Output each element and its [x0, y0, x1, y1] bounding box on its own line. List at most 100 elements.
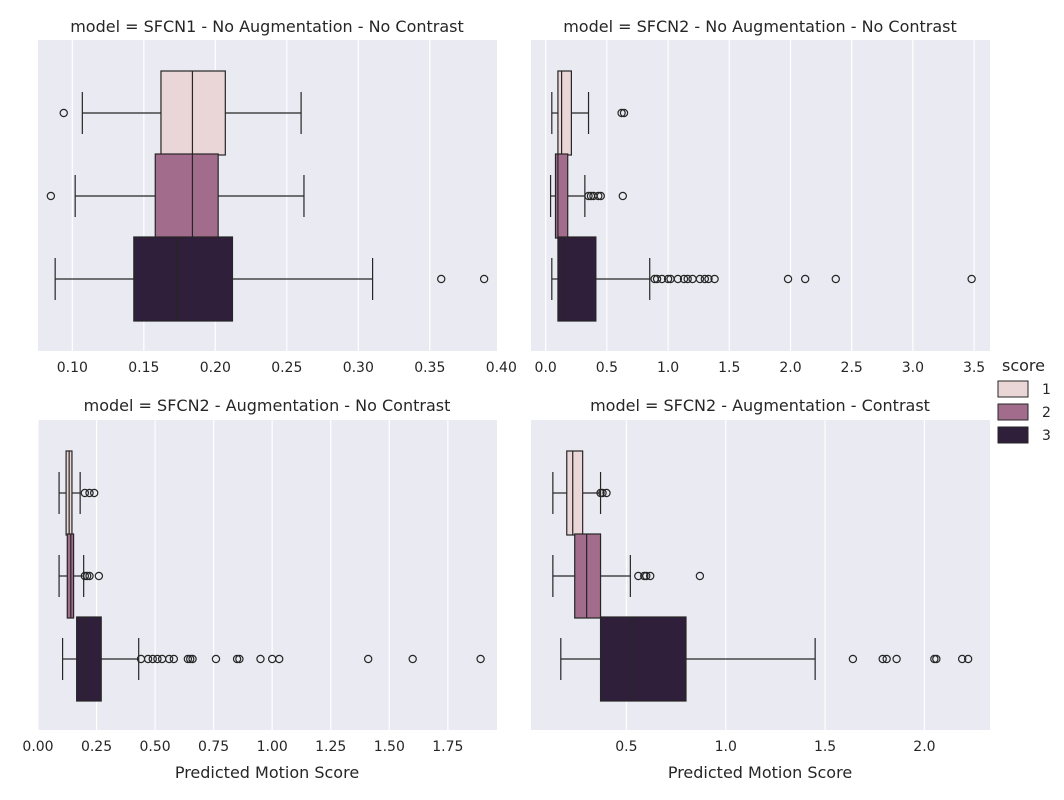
panel-2-score-3-flier-11: [232, 654, 242, 664]
panel-2-score-3-flier-13: [256, 654, 265, 664]
panel-2-score-3-flier-15: [275, 654, 284, 664]
panel-2-score-2-flier-3: [94, 571, 104, 581]
panel-3: 0.5 1.0 1.5 2.0 model = SFCN2 - Augmentatio…: [531, 396, 990, 782]
panel-3-xlabel: Predicted Motion Score: [668, 763, 852, 782]
panel-2-score-2-flier-1: [82, 571, 92, 581]
panel-3-score-3-flier-7: [963, 654, 973, 664]
panel-2-tick-label-0: 0.00: [22, 739, 53, 755]
panel-1-score-3-flier-6: [679, 274, 689, 284]
panel-3-score-2-flier-4: [695, 571, 705, 581]
panel-3-tick-label-3: 2.0: [913, 739, 935, 755]
panel-1-score-2-flier-3: [594, 191, 603, 201]
panel-3-tick-label-1: 1.0: [715, 739, 737, 755]
panel-2-score-1-flier-2: [90, 488, 99, 498]
panel-3-score-1-flier-2: [602, 488, 611, 498]
panel-1-score-1-box: [557, 70, 572, 156]
panel-3-tick-label-0: 0.5: [615, 739, 637, 755]
panel-3-score-2-box: [574, 533, 602, 619]
panel-2-score-3-box: [76, 616, 102, 702]
panel-1-score-3-flier-16: [967, 274, 976, 284]
panel-2-score-3-flier-2: [148, 654, 157, 664]
panel-3-tick-labels: 0.5 1.0 1.5 2.0: [615, 739, 935, 755]
panel-1-background: [531, 40, 990, 351]
legend-label-1: 1: [1042, 382, 1051, 398]
panel-2-score-3-flier-17: [408, 654, 417, 664]
panel-1-score-2-box: [554, 153, 569, 239]
panel-1-tick-label-1: 0.5: [596, 360, 618, 376]
panel-1-tick-label-6: 3.0: [902, 360, 924, 376]
panel-2-score-3-flier-18: [476, 654, 485, 664]
panel-2-score-1-flier-1: [85, 488, 94, 498]
panel-2: 0.00 0.25 0.50 0.75 1.00 1.25 1.50 1.75 model =…: [22, 396, 497, 782]
panel-1-score-3-flier-14: [800, 274, 810, 284]
panel-0: 0.10 0.15 0.20 0.25 0.30 0.35 0.40 model = SFC…: [38, 17, 517, 376]
panel-2-tick-label-5: 1.25: [315, 739, 346, 755]
panel-0-score-1-flier-0: [59, 108, 68, 118]
legend-swatch-2: [997, 403, 1029, 421]
panel-2-score-2-flier-0: [80, 571, 90, 581]
panel-1-score-3-flier-11: [704, 274, 713, 284]
panel-1-score-3-flier-5: [673, 274, 683, 284]
panel-0-tick-labels: 0.10 0.15 0.20 0.25 0.30 0.35 0.40: [57, 360, 517, 376]
panel-2-tick-label-7: 1.75: [432, 739, 463, 755]
panel-0-score-1-box: [160, 70, 226, 156]
panel-2-tick-label-3: 0.75: [198, 739, 229, 755]
panel-0-score-3-flier-1: [479, 274, 489, 284]
panel-1-tick-labels: 0.0 0.5 1.0 1.5 2.0 2.5 3.0 3.5: [535, 360, 986, 376]
panel-0-tick-label-2: 0.20: [200, 360, 231, 376]
panel-2-score-3-flier-12: [235, 654, 244, 664]
panel-3-score-1-box: [566, 450, 584, 536]
panel-1-score-3-flier-7: [683, 274, 692, 284]
panel-1: 0.0 0.5 1.0 1.5 2.0 2.5 3.0 3.5 model = SFCN2 -…: [531, 17, 990, 376]
panel-0-boxes: [46, 70, 489, 322]
panel-3-score-3-flier-3: [892, 654, 901, 664]
panel-1-tick-label-4: 2.0: [779, 360, 801, 376]
panel-3-title: model = SFCN2 - Augmentation - Contrast: [590, 396, 930, 415]
panel-3-score-1-flier-1: [598, 488, 607, 498]
panel-2-tick-labels: 0.00 0.25 0.50 0.75 1.00 1.25 1.50 1.75: [22, 739, 463, 755]
panel-2-score-3-flier-7: [183, 654, 193, 664]
panel-1-boxes: [549, 70, 976, 322]
panel-0-tick-label-5: 0.35: [414, 360, 445, 376]
panel-1-score-2-flier-5: [618, 191, 628, 201]
panel-2-tick-label-1: 0.25: [81, 739, 112, 755]
legend-swatch-1: [997, 380, 1029, 398]
panel-1-score-3-flier-15: [831, 274, 840, 284]
legend-label-3: 3: [1042, 428, 1051, 444]
panel-2-score-3-flier-1: [143, 654, 153, 664]
panel-2-background: [38, 420, 497, 730]
panel-0-score-3-box: [133, 236, 234, 322]
panel-1-tick-label-3: 1.5: [718, 360, 740, 376]
panel-2-score-3-flier-5: [164, 654, 174, 664]
panel-1-score-3-flier-2: [657, 274, 667, 284]
panel-2-score-1-flier-0: [80, 488, 90, 498]
panel-2-score-2-flier-2: [85, 571, 94, 581]
panel-1-score-3-flier-9: [695, 274, 705, 284]
panel-3-score-2-flier-2: [642, 571, 651, 581]
panel-1-score-2-flier-0: [584, 191, 593, 201]
panel-0-tick-label-3: 0.25: [271, 360, 302, 376]
panel-0-score-3-flier-0: [437, 274, 446, 284]
panel-2-gridlines: [37, 420, 449, 730]
panel-1-score-1-flier-0: [617, 108, 626, 118]
panel-3-score-3-flier-6: [957, 654, 967, 664]
panel-3-score-3-flier-1: [878, 654, 887, 664]
panel-2-score-3-flier-9: [188, 654, 197, 664]
panel-1-gridlines: [545, 40, 975, 351]
panel-1-score-3-flier-13: [783, 274, 793, 284]
panel-3-tick-label-2: 1.5: [814, 739, 836, 755]
panel-2-tick-label-4: 1.00: [257, 739, 288, 755]
panel-0-tick-label-6: 0.40: [486, 360, 517, 376]
panel-3-score-2-flier-0: [634, 571, 643, 581]
panel-2-score-3-flier-3: [153, 654, 162, 664]
panel-0-score-2-box: [154, 153, 219, 239]
panel-3-score-3-flier-5: [932, 654, 941, 664]
legend-title: score: [1002, 356, 1045, 375]
panel-2-tick-label-6: 1.50: [374, 739, 405, 755]
panel-1-score-3-flier-1: [652, 274, 662, 284]
panel-2-score-3-flier-8: [186, 654, 195, 664]
panel-2-score-3-flier-6: [169, 654, 179, 664]
panel-2-xlabel: Predicted Motion Score: [175, 763, 359, 782]
panel-3-score-3-flier-0: [848, 654, 858, 664]
